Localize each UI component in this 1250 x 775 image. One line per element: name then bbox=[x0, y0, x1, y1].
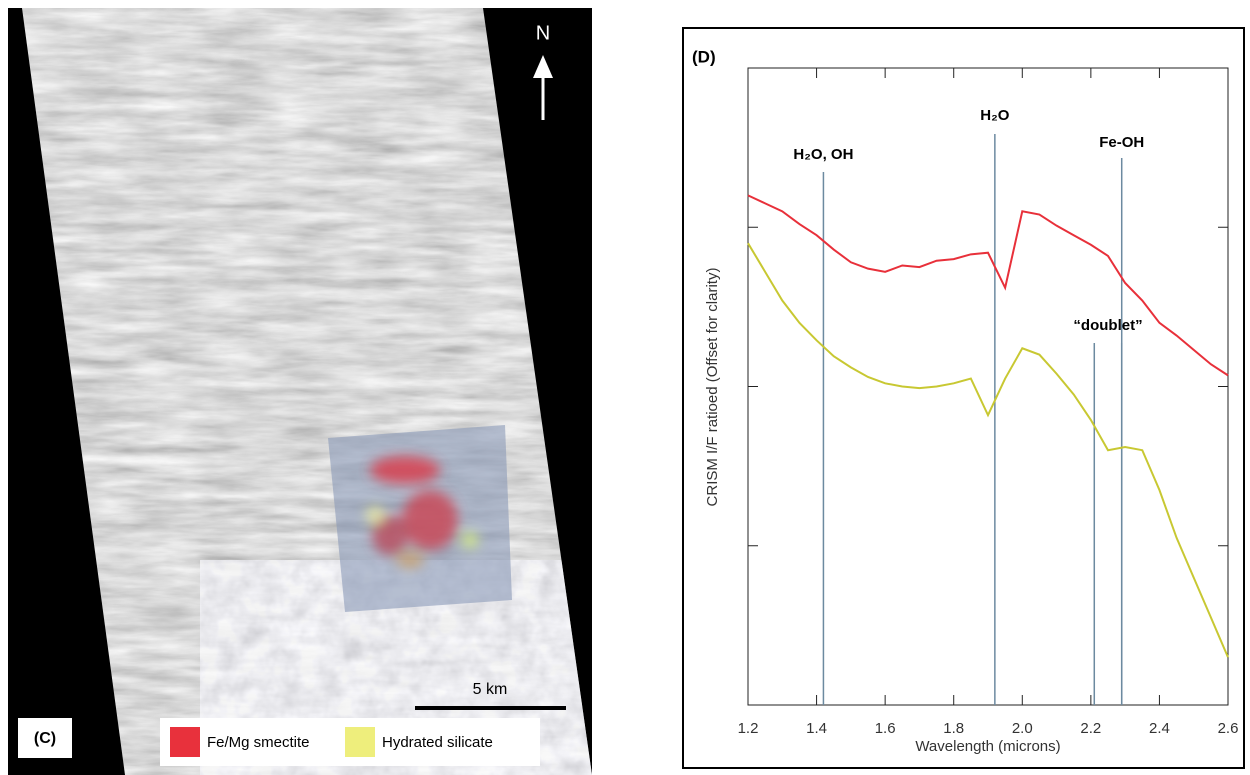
annotation-label: H₂O, OH bbox=[793, 146, 853, 163]
legend-swatch bbox=[170, 727, 200, 757]
panel-label: (D) bbox=[692, 47, 716, 66]
x-tick-label: 2.6 bbox=[1218, 720, 1239, 737]
x-tick-label: 1.4 bbox=[806, 720, 827, 737]
crism-overlay bbox=[328, 425, 512, 612]
x-tick-label: 2.0 bbox=[1012, 720, 1033, 737]
legend-label: Hydrated silicate bbox=[382, 734, 493, 751]
annotation-label: Fe-OH bbox=[1099, 134, 1144, 151]
north-arrow bbox=[533, 55, 553, 120]
terrain-image bbox=[22, 8, 592, 775]
panel-label: (C) bbox=[34, 730, 56, 747]
plot-area bbox=[747, 67, 1229, 706]
x-tick-label: 1.8 bbox=[943, 720, 964, 737]
annotation-label: “doublet” bbox=[1073, 317, 1142, 334]
x-axis-label: Wavelength (microns) bbox=[915, 738, 1060, 755]
annotation-label: H₂O bbox=[980, 107, 1009, 124]
legend-label: Fe/Mg smectite bbox=[207, 734, 310, 751]
x-tick-label: 2.2 bbox=[1080, 720, 1101, 737]
image-panel: N 5 km (C) bbox=[8, 8, 592, 775]
spectrum-line bbox=[747, 194, 1229, 377]
chart-frame bbox=[682, 27, 1245, 769]
x-tick-label: 1.2 bbox=[738, 720, 759, 737]
x-tick-label: 1.6 bbox=[875, 720, 896, 737]
y-axis-label: CRISM I/F ratioed (Offset for clarity) bbox=[704, 268, 721, 507]
spectrum-line bbox=[747, 242, 1229, 658]
legend-swatch bbox=[345, 727, 375, 757]
panel-label-box bbox=[18, 718, 72, 758]
x-tick-label: 2.4 bbox=[1149, 720, 1170, 737]
north-label: N bbox=[536, 22, 550, 44]
scale-bar-label: 5 km bbox=[473, 681, 508, 698]
